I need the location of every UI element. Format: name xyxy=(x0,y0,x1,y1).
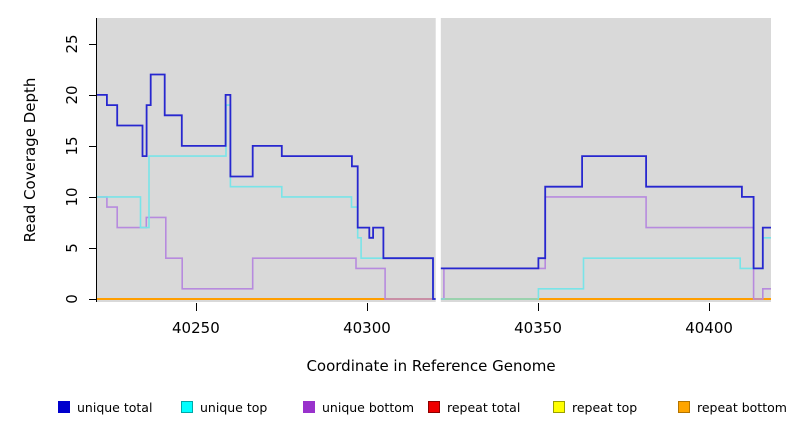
legend-swatch-icon xyxy=(678,401,690,413)
y-tick xyxy=(89,247,96,249)
y-tick-label: 5 xyxy=(63,243,81,253)
y-tick xyxy=(89,299,96,300)
legend-item-unique-bottom: unique bottom xyxy=(303,399,415,415)
legend-label: unique top xyxy=(200,399,268,415)
x-tick-label: 40300 xyxy=(343,319,391,337)
legend-label: unique total xyxy=(77,399,153,415)
y-tick xyxy=(89,196,96,198)
y-tick-label: 10 xyxy=(63,187,81,207)
coverage-gap-band xyxy=(435,18,441,302)
coverage-lines-canvas xyxy=(97,18,771,302)
x-tick xyxy=(366,303,368,311)
y-tick-label: 20 xyxy=(63,85,81,105)
legend-label: repeat total xyxy=(447,399,521,415)
legend-label: unique bottom xyxy=(322,399,415,415)
legend-swatch-icon xyxy=(553,401,565,413)
legend-item-repeat-bottom: repeat bottom xyxy=(678,399,787,415)
y-tick-label: 25 xyxy=(63,34,81,54)
legend-swatch-icon xyxy=(58,401,70,413)
legend-swatch-icon xyxy=(428,401,440,413)
series-unique-bottom xyxy=(97,196,771,300)
y-axis-line xyxy=(96,18,97,302)
y-tick-label: 0 xyxy=(63,294,81,304)
legend-item-unique-top: unique top xyxy=(181,399,268,415)
legend-item-repeat-top: repeat top xyxy=(553,399,638,415)
x-tick-label: 40250 xyxy=(172,319,220,337)
y-tick xyxy=(89,94,96,96)
legend-label: repeat top xyxy=(572,399,638,415)
x-tick xyxy=(709,303,711,311)
x-tick xyxy=(538,303,539,311)
series-unique-total xyxy=(97,73,771,300)
x-tick-label: 40400 xyxy=(685,319,733,337)
legend-label: repeat bottom xyxy=(697,399,787,415)
legend-swatch-icon xyxy=(303,401,315,413)
legend-item-unique-total: unique total xyxy=(58,399,153,415)
x-tick xyxy=(195,303,197,311)
legend-swatch-icon xyxy=(181,401,193,413)
y-axis-title: Read Coverage Depth xyxy=(21,77,39,243)
series-unique-top xyxy=(97,104,771,300)
legend-item-repeat-total: repeat total xyxy=(428,399,521,415)
x-tick-label: 40350 xyxy=(514,319,562,337)
y-tick xyxy=(89,145,96,147)
y-tick-label: 15 xyxy=(63,136,81,156)
plot-area-background xyxy=(97,18,771,302)
y-tick xyxy=(89,43,96,45)
x-axis-title: Coordinate in Reference Genome xyxy=(306,357,556,375)
